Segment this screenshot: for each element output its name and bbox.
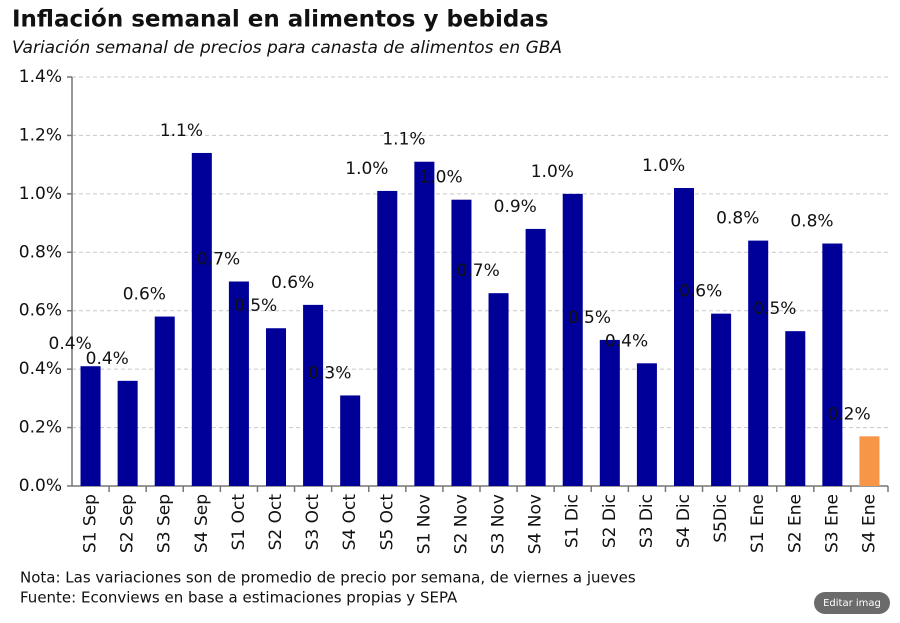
x-tick-label: S5 Oct	[377, 494, 397, 551]
bar	[488, 293, 509, 486]
data-label: 0.2%	[827, 404, 870, 424]
data-label: 0.6%	[271, 273, 314, 293]
bar	[599, 339, 620, 486]
y-tick-label: 0.0%	[19, 476, 62, 496]
button-bg[interactable]	[814, 592, 890, 614]
x-tick-label: S1 Sep	[81, 494, 101, 553]
x-tick-label: S2 Ene	[785, 494, 805, 553]
chart-title: Inflación semanal en alimentos y bebidas	[12, 7, 549, 33]
bar	[340, 395, 361, 486]
bar	[711, 313, 732, 486]
x-tick-label: S2 Nov	[451, 494, 471, 554]
button-label[interactable]: Editar imag	[823, 598, 881, 609]
bar	[785, 331, 806, 486]
data-label: 0.7%	[457, 261, 500, 281]
bar	[154, 316, 175, 486]
x-tick-label: S4 Sep	[192, 494, 212, 553]
data-label: 0.7%	[197, 250, 240, 270]
data-label: 0.6%	[679, 282, 722, 302]
x-tick-label: S2 Oct	[266, 494, 286, 551]
x-tick-label: S4 Nov	[526, 494, 546, 554]
y-tick-label: 0.2%	[19, 418, 62, 438]
x-tick-label: S5Dic	[711, 494, 731, 543]
bar	[859, 436, 880, 486]
bar	[414, 161, 435, 486]
y-tick-label: 0.6%	[19, 301, 62, 321]
x-tick-label: S3 Ene	[822, 494, 842, 553]
bar	[673, 188, 695, 486]
x-tick-label: S1 Dic	[563, 494, 583, 548]
bar	[451, 199, 472, 486]
bar	[303, 304, 324, 486]
x-tick-label: S1 Oct	[229, 494, 249, 551]
data-label: 0.5%	[568, 308, 611, 328]
bar	[377, 190, 398, 486]
data-label: 1.0%	[642, 156, 685, 176]
data-label: 1.1%	[160, 121, 203, 141]
data-label: 0.6%	[123, 285, 166, 305]
x-tick-label: S4 Oct	[340, 494, 360, 551]
x-tick-label: S1 Ene	[748, 494, 768, 553]
data-label: 1.1%	[382, 130, 425, 150]
data-label: 0.4%	[49, 334, 92, 354]
x-tick-label: S3 Nov	[489, 494, 509, 554]
y-tick-label: 1.2%	[19, 125, 62, 145]
y-tick-label: 1.4%	[19, 67, 62, 87]
y-tick-label: 0.8%	[19, 242, 62, 262]
bar	[265, 328, 287, 486]
bar	[748, 240, 769, 486]
bar	[822, 243, 843, 486]
data-label: 0.3%	[308, 363, 351, 383]
x-tick-label: S2 Dic	[600, 494, 620, 548]
data-label: 1.0%	[531, 162, 574, 182]
data-label: 0.9%	[494, 197, 537, 217]
bar	[191, 152, 212, 486]
data-label: 0.8%	[716, 209, 759, 229]
data-label: 1.0%	[419, 168, 462, 188]
note: Fuente: Econviews en base a estimaciones…	[20, 589, 458, 607]
x-tick-label: S3 Oct	[303, 494, 323, 551]
bar	[525, 228, 546, 486]
data-label: 1.0%	[345, 159, 388, 179]
data-label: 0.8%	[790, 212, 833, 232]
note: Nota: Las variaciones son de promedio de…	[20, 569, 636, 587]
data-label: 0.4%	[86, 349, 129, 369]
x-tick-label: S3 Dic	[637, 494, 657, 548]
y-tick-label: 0.4%	[19, 359, 62, 379]
bar	[117, 380, 138, 486]
bar	[228, 281, 249, 486]
data-label: 0.5%	[234, 296, 277, 316]
chart-subtitle: Variación semanal de precios para canast…	[12, 38, 562, 58]
x-tick-label: S1 Nov	[414, 494, 434, 554]
data-label: 0.5%	[753, 299, 796, 319]
edit-button[interactable]: Editar imag	[814, 592, 890, 614]
x-tick-label: S4 Ene	[859, 494, 879, 553]
bar	[636, 363, 657, 486]
x-tick-label: S4 Dic	[674, 494, 694, 548]
x-tick-label: S3 Sep	[155, 494, 175, 553]
bar	[80, 366, 101, 486]
x-tick-label: S2 Sep	[118, 494, 138, 553]
data-label: 0.4%	[605, 331, 648, 351]
y-tick-label: 1.0%	[19, 184, 62, 204]
bar	[562, 193, 583, 486]
